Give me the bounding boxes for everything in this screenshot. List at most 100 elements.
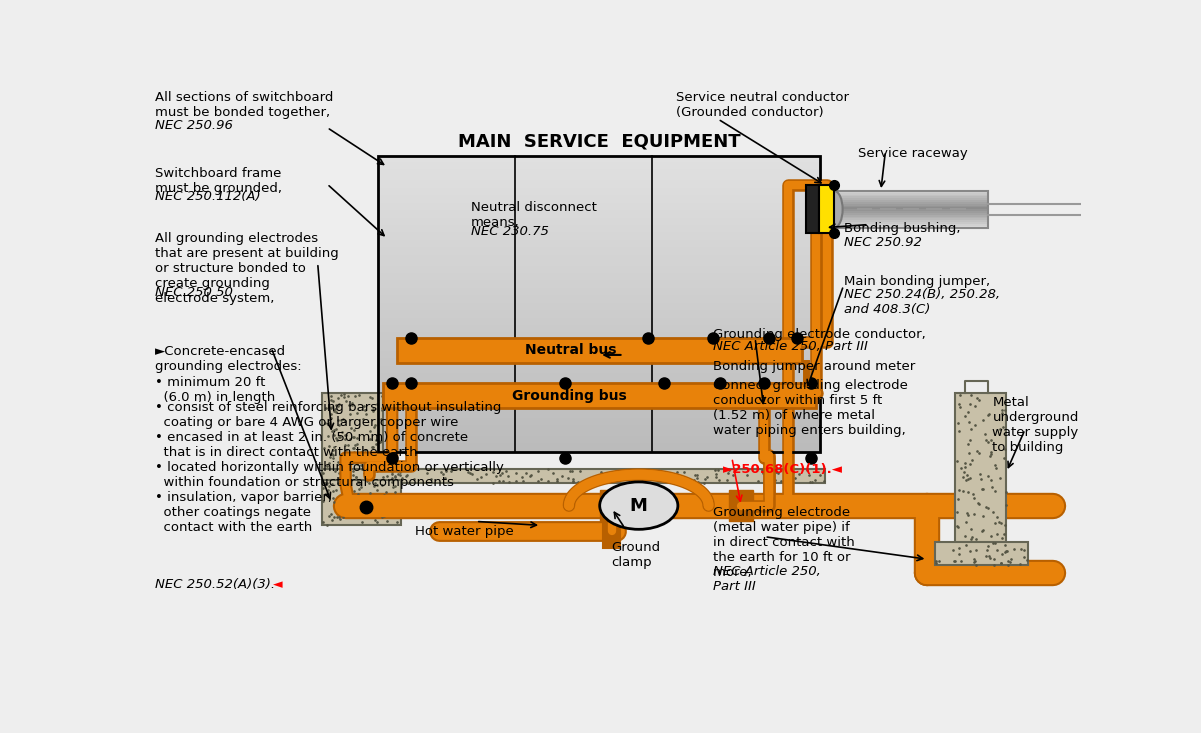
Bar (378, 362, 820, 366)
Bar (835, 196, 988, 199)
Text: Neutral bus: Neutral bus (525, 344, 616, 358)
Text: Switchboard frame
must be grounded,: Switchboard frame must be grounded, (155, 167, 282, 195)
Bar (835, 206, 988, 207)
Bar (378, 155, 820, 159)
Bar (378, 425, 820, 430)
Text: Metal
underground
water supply
to building: Metal underground water supply to buildi… (992, 396, 1078, 454)
Bar (378, 299, 820, 304)
Bar (378, 447, 820, 452)
Text: All sections of switchboard
must be bonded together,: All sections of switchboard must be bond… (155, 91, 333, 119)
Bar (378, 436, 820, 441)
Bar (378, 169, 820, 174)
Text: Hot water pipe: Hot water pipe (416, 526, 514, 538)
Bar (378, 273, 820, 278)
Bar (378, 410, 820, 415)
Text: Grounding electrode conductor,: Grounding electrode conductor, (713, 328, 926, 341)
Bar (378, 366, 820, 370)
Text: Connect grounding electrode
conductor within first 5 ft
(1.52 m) of where metal
: Connect grounding electrode conductor wi… (713, 379, 908, 437)
Bar (378, 292, 820, 296)
Bar (378, 336, 820, 341)
Bar (835, 210, 988, 211)
Text: MAIN  SERVICE  EQUIPMENT: MAIN SERVICE EQUIPMENT (458, 133, 741, 150)
Bar (378, 288, 820, 292)
Bar (835, 204, 988, 206)
Bar (378, 195, 820, 200)
Text: NEC Article 250, Part III: NEC Article 250, Part III (713, 340, 868, 353)
Bar (378, 440, 820, 445)
Bar (378, 325, 820, 330)
Bar (835, 218, 988, 221)
Bar (378, 240, 820, 245)
Bar (835, 191, 988, 193)
Bar (378, 314, 820, 319)
Bar (835, 226, 988, 228)
Bar (835, 222, 988, 224)
Bar (378, 265, 820, 270)
Text: Service neutral conductor
(Grounded conductor): Service neutral conductor (Grounded cond… (676, 91, 849, 119)
Text: NEC 250.24(B), 250.28,
and 408.3(C): NEC 250.24(B), 250.28, and 408.3(C) (843, 288, 999, 317)
Bar (378, 395, 820, 400)
Bar (934, 542, 1028, 565)
Bar (835, 221, 988, 222)
Bar (835, 200, 988, 202)
Bar (378, 443, 820, 449)
Text: NEC 250.112(A): NEC 250.112(A) (155, 190, 261, 202)
Bar (378, 207, 820, 211)
Bar (378, 225, 820, 229)
Bar (378, 221, 820, 226)
Bar (378, 321, 820, 326)
Bar (378, 247, 820, 252)
Bar (378, 358, 820, 363)
Bar (378, 254, 820, 259)
Bar (378, 380, 820, 386)
Bar (835, 193, 988, 195)
Ellipse shape (826, 191, 843, 228)
Bar (835, 195, 988, 196)
Bar (378, 399, 820, 404)
Text: NEC 250.96: NEC 250.96 (155, 119, 233, 132)
Bar (378, 243, 820, 248)
Text: Grounding bus: Grounding bus (512, 388, 626, 402)
Bar (378, 284, 820, 289)
Bar (378, 281, 820, 285)
Bar (378, 214, 820, 218)
Bar (378, 188, 820, 193)
Bar (378, 414, 820, 419)
Circle shape (599, 482, 677, 529)
Bar (378, 236, 820, 241)
Bar (378, 199, 820, 204)
Bar (835, 207, 988, 210)
Bar (835, 224, 988, 226)
Text: ►Concrete-encased
grounding electrodes:: ►Concrete-encased grounding electrodes: (155, 345, 301, 373)
Bar (378, 421, 820, 426)
Text: NEC 250.50: NEC 250.50 (155, 286, 233, 298)
Bar (378, 177, 820, 182)
Text: NEC Article 250,
Part III: NEC Article 250, Part III (713, 565, 821, 593)
Bar (378, 351, 820, 356)
Bar (378, 158, 820, 163)
Bar (378, 369, 820, 375)
Bar (835, 202, 988, 204)
Bar (378, 406, 820, 411)
Bar (378, 344, 820, 348)
Bar (835, 211, 988, 213)
Bar (378, 377, 820, 382)
Text: Bonding bushing,: Bonding bushing, (843, 222, 960, 235)
Bar (378, 328, 820, 334)
Text: M: M (629, 497, 647, 515)
Bar (378, 391, 820, 397)
Bar (378, 303, 820, 308)
Bar (322, 480, 401, 526)
Text: Grounding electrode
(metal water pipe) if
in direct contact with
the earth for 1: Grounding electrode (metal water pipe) i… (713, 506, 855, 578)
Bar (378, 258, 820, 263)
Bar (378, 191, 820, 196)
Bar (378, 355, 820, 359)
Bar (378, 210, 820, 215)
Text: Ground
clamp: Ground clamp (611, 541, 661, 569)
Text: • minimum 20 ft
  (6.0 m) in length: • minimum 20 ft (6.0 m) in length (155, 376, 275, 404)
Bar (378, 232, 820, 237)
Bar (378, 162, 820, 167)
Bar (378, 332, 820, 337)
Bar (378, 373, 820, 378)
Bar (835, 191, 988, 228)
